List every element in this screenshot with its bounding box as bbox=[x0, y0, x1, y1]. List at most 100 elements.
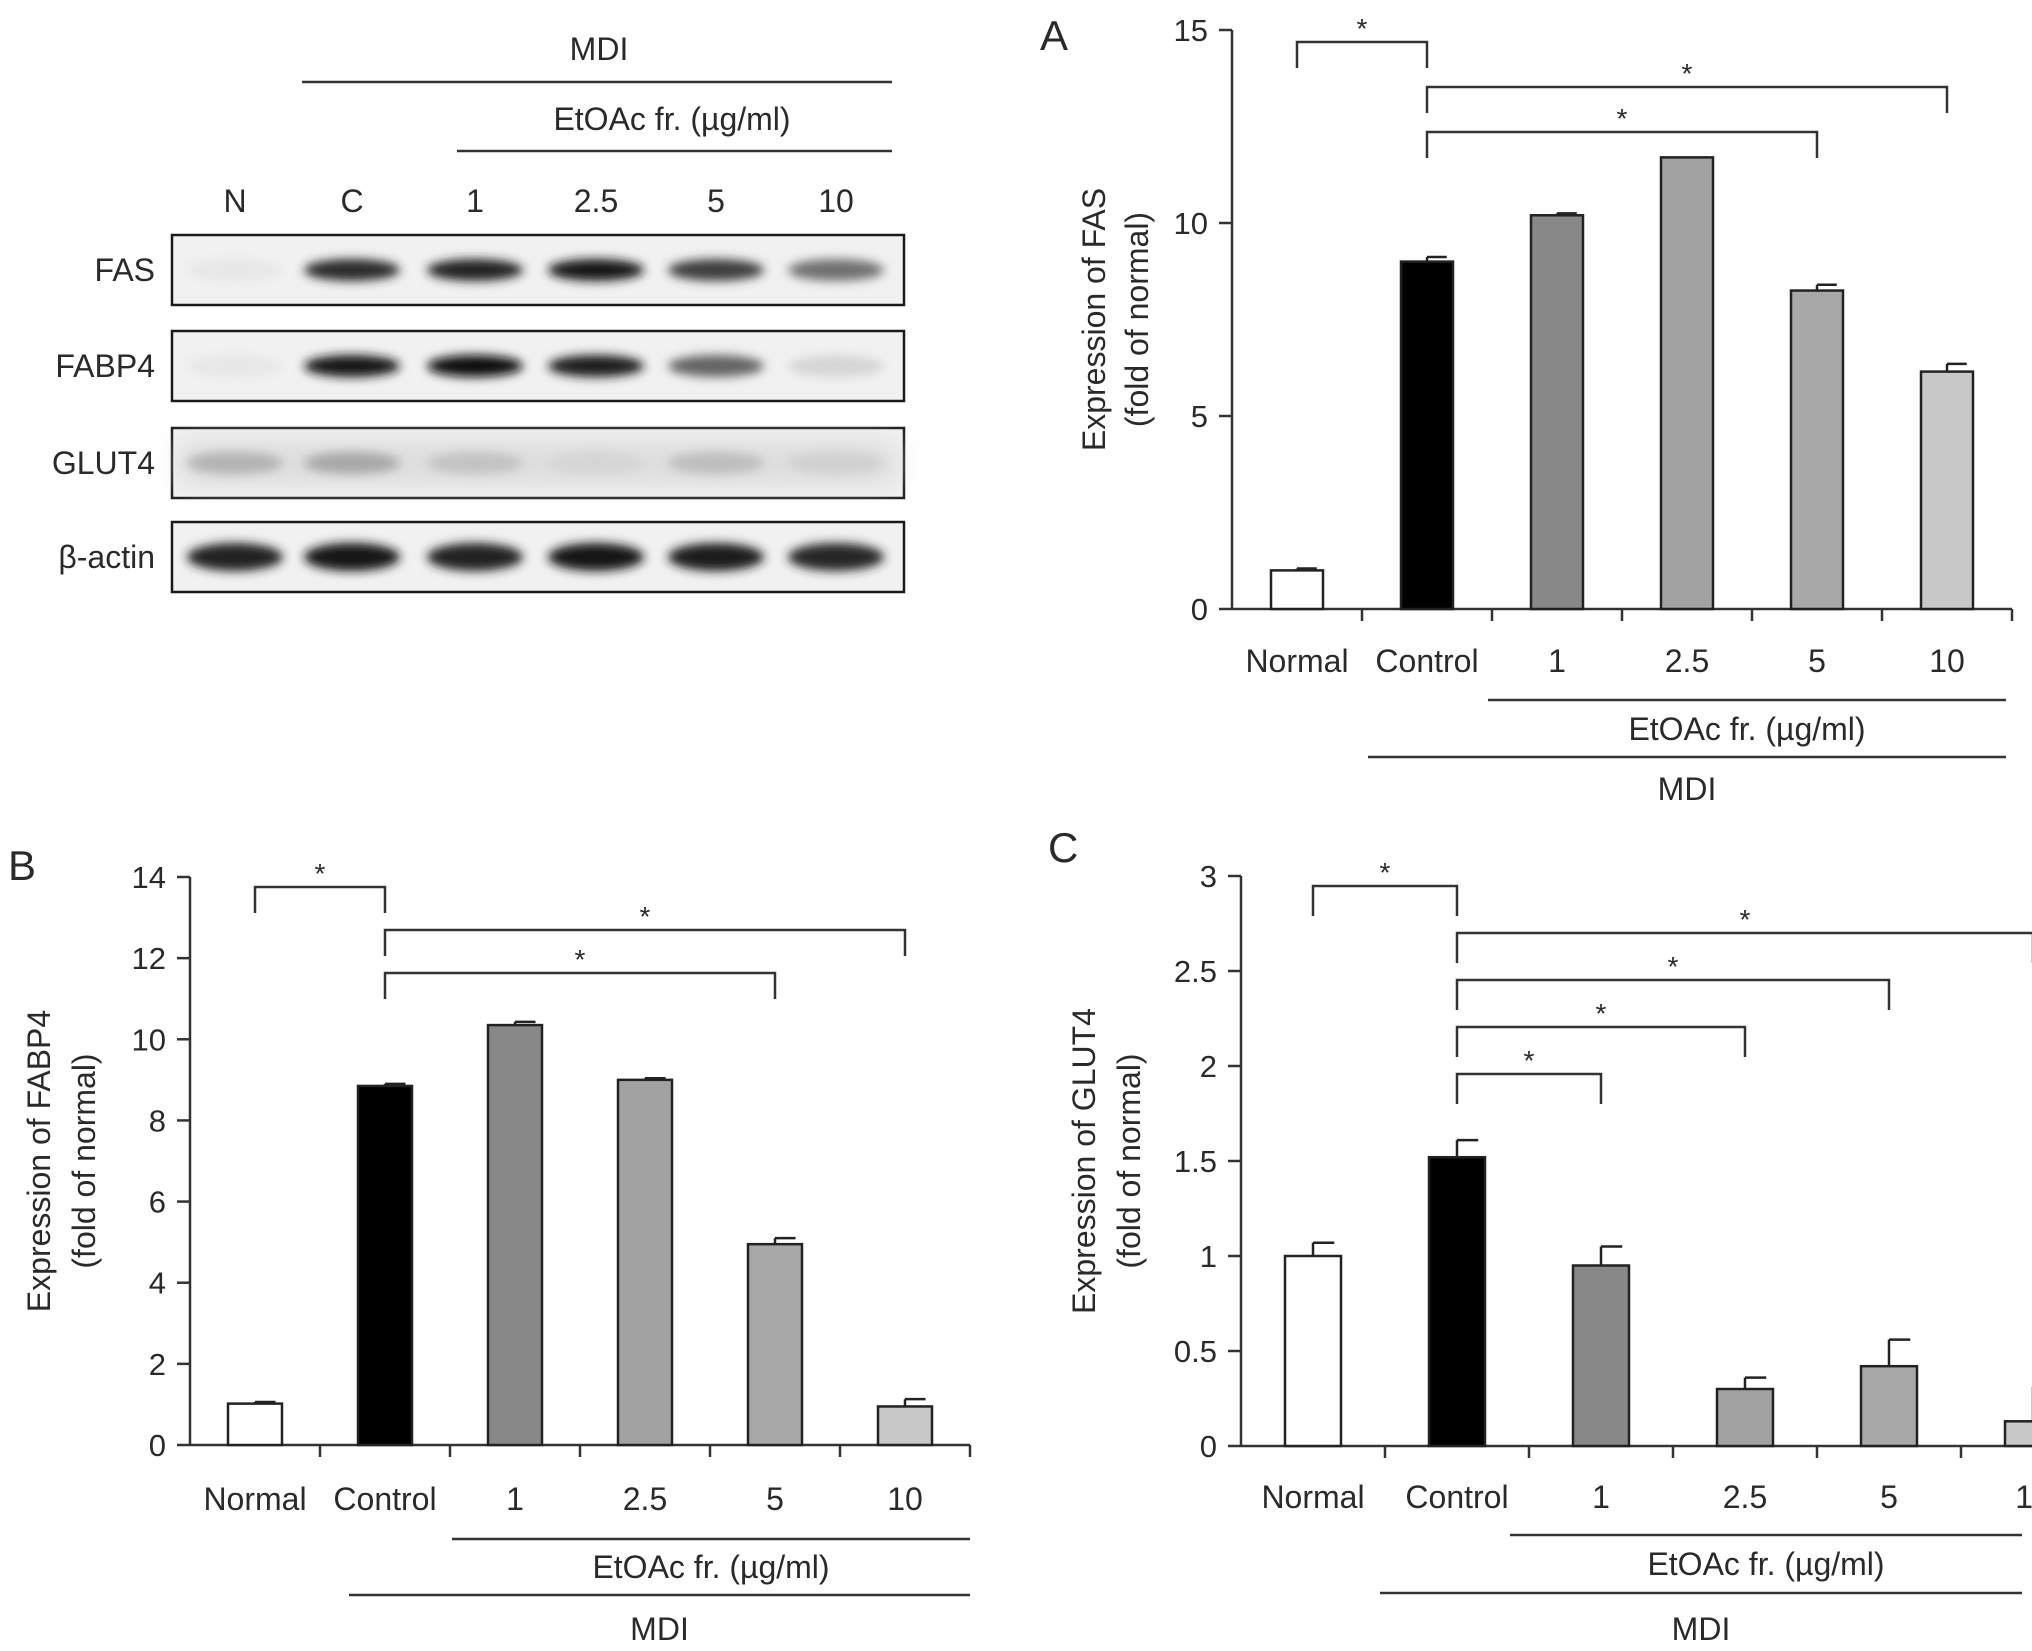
y-tick-label: 4 bbox=[149, 1266, 166, 1301]
blot-band bbox=[304, 543, 400, 571]
significance-bracket bbox=[1455, 931, 2032, 963]
blot-row-label: β-actin bbox=[58, 539, 155, 575]
y-tick-label: 5 bbox=[1191, 399, 1208, 434]
blot-band bbox=[187, 452, 283, 474]
y-axis-label: (fold of normal) bbox=[66, 1053, 102, 1268]
bar bbox=[1659, 156, 1715, 611]
blot-background bbox=[180, 442, 896, 484]
category-label: 5 bbox=[766, 1481, 784, 1517]
category-label: 2.5 bbox=[623, 1481, 667, 1517]
y-axis-label: (fold of normal) bbox=[1111, 1053, 1147, 1268]
group-label-etoac: EtOAc fr. (µg/ml) bbox=[1647, 1546, 1884, 1582]
panel-label-c: C bbox=[1048, 824, 1078, 871]
bar bbox=[1427, 1155, 1487, 1448]
significance-label: * bbox=[1617, 103, 1628, 134]
blot-row: β-actin bbox=[58, 520, 906, 594]
y-tick-label: 0.5 bbox=[1174, 1334, 1217, 1369]
blot-lane-labels: N C 1 2.5 5 10 bbox=[223, 183, 853, 219]
group-label-mdi: MDI bbox=[630, 1611, 689, 1647]
blot-lane-label: 2.5 bbox=[574, 183, 618, 219]
blot-band bbox=[304, 355, 400, 377]
blot-lane-label: 5 bbox=[707, 183, 725, 219]
chart-fabp4: 0 2 4 6 8 10 12 14 Expression of FABP4 (fold of n… bbox=[21, 858, 972, 1647]
y-tick-label: 6 bbox=[149, 1185, 166, 1220]
blot-band bbox=[668, 543, 764, 571]
significance-bracket bbox=[1295, 40, 1429, 68]
significance-label: * bbox=[1740, 904, 1751, 935]
category-label: 5 bbox=[1880, 1479, 1898, 1515]
y-tick-label: 2 bbox=[1200, 1049, 1217, 1084]
y-tick-label: 1.5 bbox=[1174, 1144, 1217, 1179]
y-axis-label: Expression of GLUT4 bbox=[1066, 1008, 1102, 1314]
bar bbox=[2003, 1420, 2032, 1448]
blot-band bbox=[548, 259, 644, 281]
bar bbox=[1919, 370, 1975, 611]
bar bbox=[1859, 1364, 1919, 1448]
blot-band bbox=[187, 355, 283, 377]
significance-bracket bbox=[1425, 85, 1949, 113]
blot-header-mdi: MDI bbox=[570, 31, 629, 67]
blot-band bbox=[788, 452, 884, 474]
blot-header-etoac: EtOAc fr. (µg/ml) bbox=[553, 101, 790, 137]
category-label: Control bbox=[333, 1481, 436, 1517]
bar bbox=[1571, 1264, 1631, 1448]
y-tick-label: 2.5 bbox=[1174, 954, 1217, 989]
blot-band bbox=[427, 259, 523, 281]
bar bbox=[1269, 569, 1325, 611]
significance-label: * bbox=[1357, 13, 1368, 44]
y-tick-label: 2 bbox=[149, 1347, 166, 1382]
group-label-etoac: EtOAc fr. (µg/ml) bbox=[592, 1549, 829, 1585]
y-tick-label: 8 bbox=[149, 1103, 166, 1138]
western-blot: MDI EtOAc fr. (µg/ml) N C 1 2.5 5 10 FAS FABP4… bbox=[52, 31, 906, 594]
bar bbox=[746, 1242, 804, 1447]
category-label: Normal bbox=[1245, 643, 1348, 679]
category-label: 1 bbox=[1592, 1479, 1610, 1515]
blot-membrane bbox=[170, 233, 906, 307]
bar bbox=[486, 1023, 544, 1447]
category-label: Normal bbox=[203, 1481, 306, 1517]
panel-label-b: B bbox=[8, 842, 36, 889]
y-tick-label: 15 bbox=[1174, 13, 1208, 48]
panel-label-a: A bbox=[1040, 12, 1068, 59]
blot-rows: FAS FABP4 GLUT4 β-actin bbox=[52, 233, 906, 594]
significance-label: * bbox=[575, 944, 586, 975]
category-label: 1 bbox=[1548, 643, 1566, 679]
bar bbox=[1715, 1387, 1775, 1448]
blot-band bbox=[187, 259, 283, 281]
category-label: 10 bbox=[1929, 643, 1965, 679]
blot-band bbox=[304, 452, 400, 474]
blot-band bbox=[187, 543, 283, 571]
y-tick-label: 14 bbox=[132, 860, 166, 895]
bar bbox=[1399, 260, 1455, 611]
significance-bracket bbox=[1455, 1025, 1747, 1057]
blot-row-label: GLUT4 bbox=[52, 445, 155, 481]
y-tick-label: 0 bbox=[1191, 592, 1208, 627]
y-tick-label: 12 bbox=[132, 941, 166, 976]
significance-bracket bbox=[1311, 884, 1459, 916]
blot-band bbox=[427, 355, 523, 377]
significance-bracket bbox=[383, 971, 777, 999]
blot-band bbox=[788, 355, 884, 377]
significance-label: * bbox=[1596, 998, 1607, 1029]
significance-bracket bbox=[383, 928, 907, 956]
category-label: 10 bbox=[887, 1481, 923, 1517]
y-tick-label: 1 bbox=[1200, 1239, 1217, 1274]
y-tick-label: 0 bbox=[149, 1428, 166, 1463]
bar bbox=[1529, 214, 1585, 611]
blot-row-label: FAS bbox=[95, 252, 155, 288]
y-tick-label: 3 bbox=[1200, 859, 1217, 894]
group-label-etoac: EtOAc fr. (µg/ml) bbox=[1628, 711, 1865, 747]
category-label: Normal bbox=[1261, 1479, 1364, 1515]
significance-bracket bbox=[1425, 130, 1819, 158]
blot-row-label: FABP4 bbox=[55, 348, 155, 384]
significance-bracket bbox=[1455, 1072, 1603, 1104]
category-label: Control bbox=[1375, 643, 1478, 679]
blot-band bbox=[788, 543, 884, 571]
blot-band bbox=[668, 452, 764, 474]
significance-label: * bbox=[1668, 951, 1679, 982]
y-axis-label: Expression of FABP4 bbox=[21, 1010, 57, 1312]
significance-label: * bbox=[1682, 58, 1693, 89]
group-label-mdi: MDI bbox=[1672, 1611, 1731, 1647]
